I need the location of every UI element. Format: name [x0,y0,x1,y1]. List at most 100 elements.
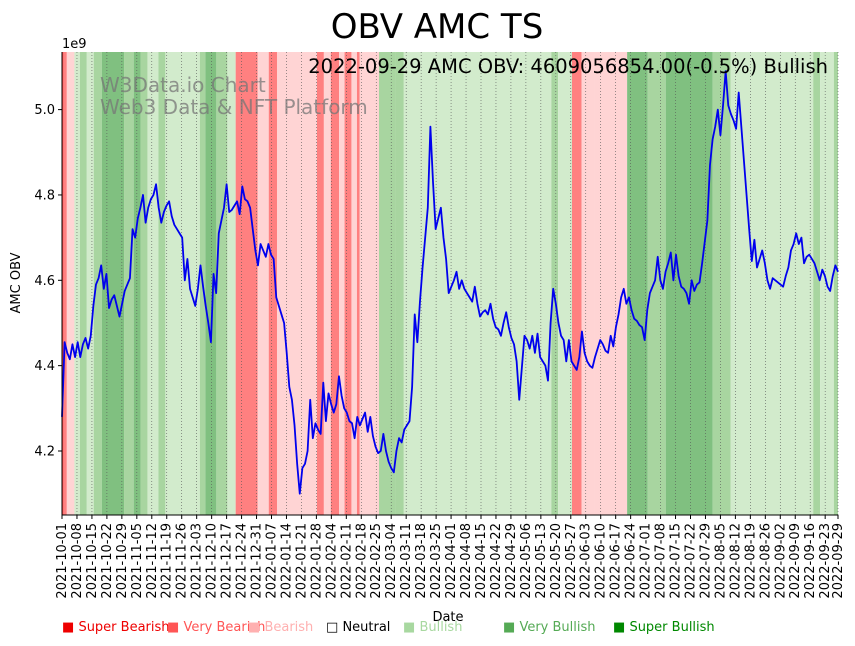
sentiment-band-very-bearish [268,52,278,515]
x-tick-label: 2022-06-17 [609,523,624,599]
sentiment-band-bearish [359,52,380,515]
y-tick-label: 4.6 [34,274,55,289]
x-tick-label: 2021-12-31 [250,523,265,599]
legend-super-bearish: ■ Super Bearish [62,620,170,635]
y-multiplier-label: 1e9 [62,37,87,52]
x-tick-label: 2022-02-18 [354,523,369,599]
x-tick-label: 2021-12-17 [220,523,235,599]
x-tick-label: 2022-09-09 [788,523,803,599]
x-tick-label: 2021-11-26 [175,523,190,599]
x-tick-label: 2022-04-01 [444,523,459,599]
legend-label: Neutral [342,620,391,635]
x-tick-label: 2021-10-15 [85,523,100,599]
sentiment-band-very-bullish [216,52,228,515]
sentiment-band-bearish [351,52,357,515]
x-tick-label: 2022-02-04 [324,523,339,599]
legend-label: Bullish [419,620,463,635]
sentiment-band-very-bullish [551,52,559,515]
x-tick-label: 2022-06-10 [594,523,609,599]
legend-marker: ■ [248,620,261,635]
x-tick-label: 2022-01-21 [294,523,309,599]
x-tick-label: 2022-04-08 [459,523,474,599]
sentiment-band-very-bullish [140,52,148,515]
sentiment-band-super-bullish [627,52,648,515]
x-tick-label: 2022-08-19 [743,523,758,599]
y-axis-label: AMC OBV [9,252,24,313]
x-tick-label: 2022-09-29 [831,523,846,599]
x-tick-label: 2021-11-12 [145,523,160,599]
legend-marker: ■ [503,620,516,635]
x-tick-label: 2021-10-29 [115,523,130,599]
x-tick-label: 2022-07-22 [683,523,698,599]
legend-very-bearish: ■ Very Bearish [167,620,265,635]
obv-series-line [61,70,839,495]
legend-super-bullish: ■ Super Bullish [613,620,715,635]
sentiment-band-very-bearish [356,52,360,515]
legend-label: Bearish [264,620,314,635]
y-tick-label: 4.2 [34,444,55,459]
y-tick-label: 5.0 [34,103,55,118]
x-axis-label: Date [432,610,463,625]
axes [61,52,838,516]
annotation-latest-value: 2022-09-29 AMC OBV: 4609056854.00(-0.5%)… [308,55,828,78]
sentiment-band-very-bearish [330,52,340,515]
sentiment-band-bullish [403,52,552,515]
watermark-line-1: W3Data.io Chart [100,73,266,97]
legend-marker: ■ [62,620,75,635]
x-tick-label: 2022-02-11 [339,523,354,599]
sentiment-band-bullish [227,52,236,515]
sentiment-band-very-bullish [712,52,731,515]
legend-neutral: □ Neutral [326,620,390,635]
sentiment-band-very-bullish [124,52,134,515]
legend: ■ Super Bearish ■ Very Bearish ■ Bearish… [0,620,855,640]
x-tick-label: 2022-09-02 [773,523,788,599]
sentiment-band-bearish [323,52,331,515]
x-tick-label: 2022-06-03 [579,523,594,599]
x-tick-label: 2022-07-29 [698,523,713,599]
sentiment-band-bearish [277,52,317,515]
legend-label: Super Bearish [78,620,170,635]
sentiment-band-bearish [257,52,269,515]
x-tick-label: 2021-11-05 [130,523,145,599]
x-tick-label: 2022-08-05 [713,523,728,599]
x-tick-label: 2022-05-13 [534,523,549,599]
sentiment-band-very-bullish [379,52,396,515]
obv-line-group [61,70,839,495]
sentiment-band-very-bearish [63,52,67,515]
x-tick-label: 2022-01-28 [309,523,324,599]
x-tick-label: 2021-12-03 [190,523,205,599]
x-tick-label: 2021-10-08 [70,523,85,599]
sentiment-band-very-bearish [235,52,258,515]
x-tick-label: 2021-10-01 [55,523,70,599]
x-tick-label: 2022-07-15 [669,523,684,599]
sentiment-band-super-bullish [101,52,125,515]
x-tick-label: 2022-08-26 [758,523,773,599]
x-tick-label: 2022-03-18 [414,523,429,599]
sentiment-band-bullish [165,52,200,515]
x-tick-label: 2022-03-11 [399,523,414,599]
x-tick-label: 2022-09-23 [818,523,833,599]
sentiment-band-bearish [594,52,628,515]
x-tick-label: 2022-05-27 [564,523,579,599]
sentiment-band-very-bullish [79,52,87,515]
x-tick-label: 2022-01-14 [279,523,294,599]
x-ticks: 2021-10-01 2021-10-08 2021-10-15 2021-10-22… [55,515,846,599]
sentiment-band-bearish [581,52,595,515]
legend-label: Very Bullish [519,620,596,635]
sentiment-band-super-bullish [665,52,713,515]
x-tick-label: 2022-03-25 [429,523,444,599]
legend-label: Super Bullish [629,620,715,635]
legend-marker: ■ [167,620,180,635]
x-tick-label: 2021-10-22 [100,523,115,599]
x-tick-label: 2022-04-29 [504,523,519,599]
x-tick-label: 2022-08-12 [728,523,743,599]
x-tick-label: 2021-12-10 [205,523,220,599]
sentiment-band-bullish [86,52,94,515]
x-tick-label: 2022-01-07 [264,523,279,599]
watermark-line-2: Web3 Data & NFT Platform [100,95,368,119]
sentiment-band-very-bullish [647,52,666,515]
sentiment-band-very-bullish [158,52,166,515]
x-tick-label: 2022-02-25 [369,523,384,599]
x-tick-label: 2022-09-16 [803,523,818,599]
